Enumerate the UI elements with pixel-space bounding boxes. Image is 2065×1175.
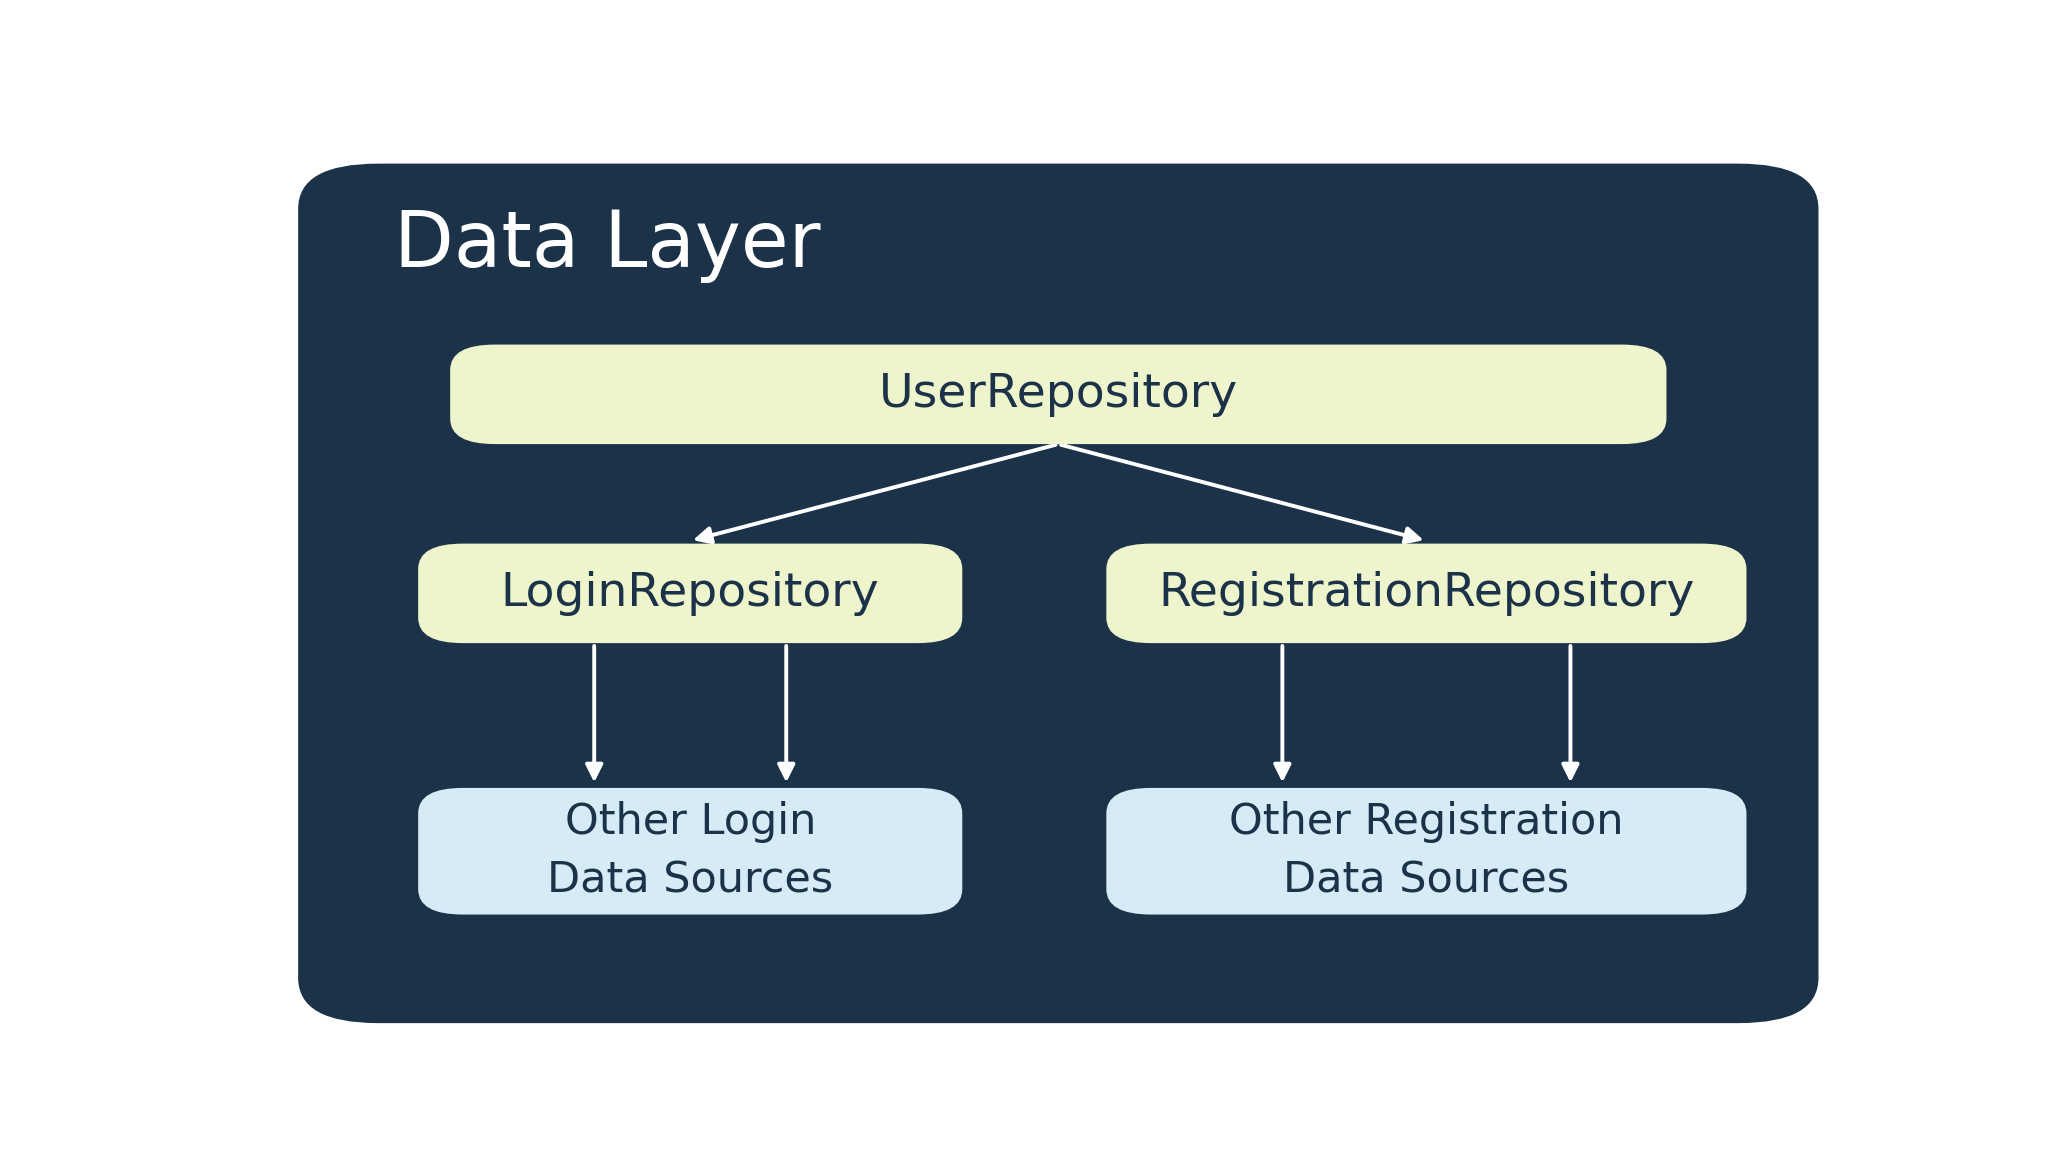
FancyBboxPatch shape bbox=[450, 344, 1666, 444]
FancyBboxPatch shape bbox=[1107, 788, 1747, 914]
Text: Other Login
Data Sources: Other Login Data Sources bbox=[547, 801, 834, 901]
FancyBboxPatch shape bbox=[417, 788, 962, 914]
Text: RegistrationRepository: RegistrationRepository bbox=[1158, 571, 1695, 616]
FancyBboxPatch shape bbox=[297, 163, 1819, 1023]
FancyBboxPatch shape bbox=[1107, 544, 1747, 643]
Text: Data Layer: Data Layer bbox=[394, 207, 820, 283]
FancyBboxPatch shape bbox=[417, 544, 962, 643]
Text: LoginRepository: LoginRepository bbox=[502, 571, 880, 616]
Text: UserRepository: UserRepository bbox=[880, 371, 1237, 417]
Text: Other Registration
Data Sources: Other Registration Data Sources bbox=[1229, 801, 1623, 901]
